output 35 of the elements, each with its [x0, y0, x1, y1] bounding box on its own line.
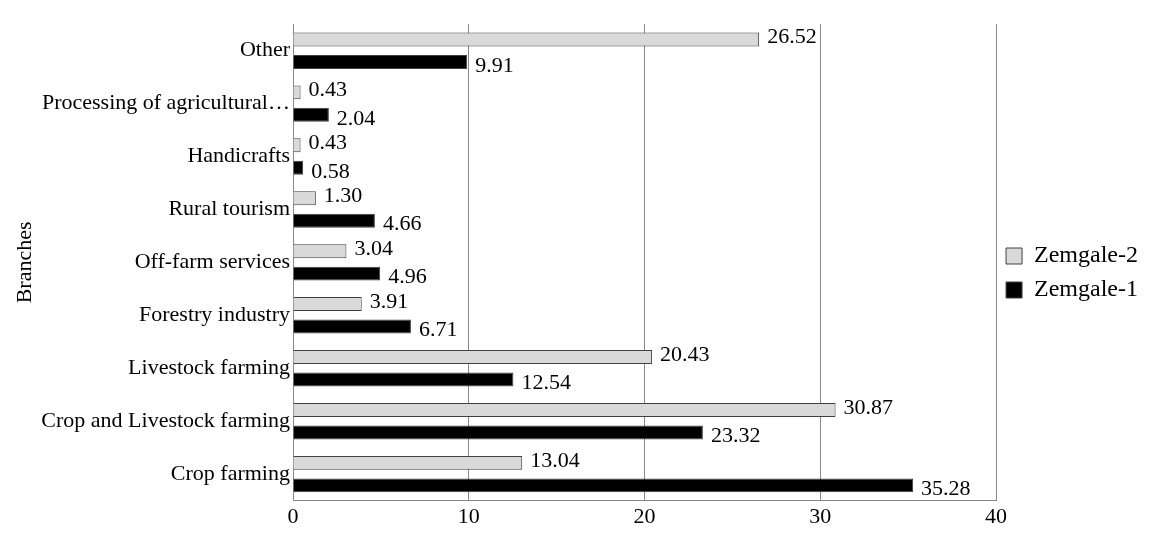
y-tick-label: Livestock farming: [128, 354, 290, 380]
data-label: 13.04: [530, 446, 580, 472]
y-tick-label: Processing of agricultural…: [41, 89, 290, 115]
data-label: 4.96: [388, 263, 427, 289]
legend-label: Zemgale-1: [1034, 275, 1139, 302]
data-label: 0.43: [308, 129, 348, 155]
data-label: 3.91: [369, 287, 409, 313]
x-tick-label: 30: [809, 502, 832, 528]
y-tick-label: Other: [239, 36, 291, 62]
data-label: 20.43: [660, 340, 710, 366]
x-tick-label: 40: [985, 502, 1008, 528]
y-tick-label: Handicrafts: [187, 142, 290, 168]
data-label: 0.43: [308, 76, 348, 102]
data-label: 2.04: [336, 104, 376, 130]
data-label: 35.28: [921, 475, 971, 501]
data-label: 6.71: [418, 316, 458, 342]
x-tick-label: 20: [633, 502, 656, 528]
data-label: 3.04: [354, 234, 393, 260]
x-tick-label: 0: [287, 502, 299, 528]
data-label: 1.30: [323, 182, 363, 207]
y-tick-label: Off-farm services: [134, 248, 290, 274]
data-label: 9.91: [475, 51, 514, 77]
data-label: 4.66: [382, 210, 422, 236]
y-tick-label: Rural tourism: [168, 195, 290, 221]
data-label: 0.58: [311, 157, 350, 183]
data-label: 26.52: [767, 23, 817, 49]
legend-label: Zemgale-2: [1034, 241, 1139, 268]
y-axis-title: Branches: [10, 221, 36, 304]
data-label: 12.54: [521, 369, 571, 395]
data-label: 23.32: [710, 422, 761, 448]
y-tick-label: Crop farming: [170, 459, 290, 485]
x-tick-label: 10: [457, 502, 480, 528]
data-label: 30.87: [843, 393, 894, 419]
y-tick-label: Crop and Livestock farming: [41, 406, 290, 432]
y-tick-label: Forestry industry: [139, 301, 290, 327]
